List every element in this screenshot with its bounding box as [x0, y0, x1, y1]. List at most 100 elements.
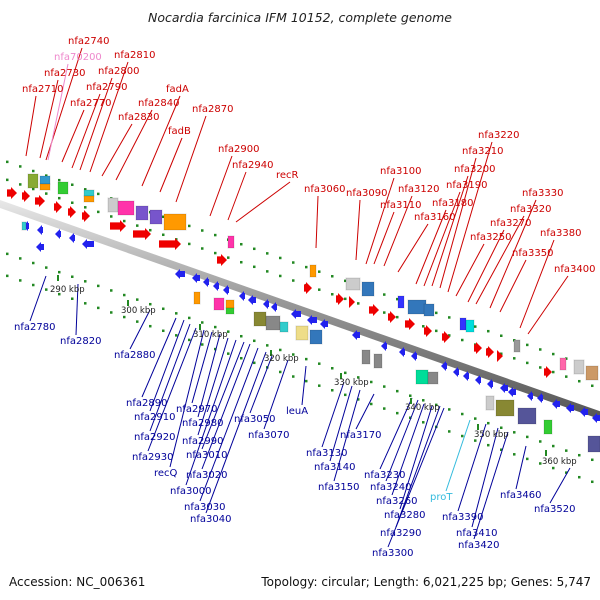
forward-gene-arrow [7, 187, 17, 199]
guide-dot [474, 439, 477, 442]
forward-gene-arrow [159, 238, 181, 250]
reverse-gene-leader [355, 393, 375, 430]
guide-dot [500, 448, 503, 451]
forward-gene-arrow [486, 346, 494, 358]
forward-gene-leader [373, 211, 395, 265]
forward-gene-leader [519, 239, 555, 329]
guide-dot [565, 471, 568, 474]
reverse-gene-arrow [508, 387, 516, 397]
forward-gene-arrow [349, 296, 355, 308]
forward-gene-label: fadA [166, 84, 189, 95]
guide-dot [84, 206, 87, 209]
guide-dot [201, 321, 204, 324]
guide-dot [136, 298, 139, 301]
accession-text: Accession: NC_006361 [9, 575, 146, 589]
guide-dot [409, 416, 412, 419]
reverse-gene-arrow [320, 319, 328, 329]
forward-gene-block [227, 235, 235, 249]
guide-dot [201, 247, 204, 250]
guide-dot [123, 315, 126, 319]
reverse-gene-label: nfa3050 [234, 414, 275, 425]
forward-gene-leader [315, 195, 319, 249]
guide-dot [240, 356, 243, 360]
guide-dot [97, 306, 100, 310]
guide-dot [383, 385, 386, 388]
kbp-label: 350 kbp [474, 430, 509, 440]
guide-dot [435, 329, 438, 333]
forward-gene-label: nfa3320 [510, 204, 551, 215]
guide-dot [331, 389, 334, 392]
reverse-gene-leader [471, 427, 499, 528]
guide-dot [370, 380, 373, 384]
reverse-gene-leader [169, 329, 205, 468]
forward-gene-block [513, 339, 521, 353]
guide-dot [240, 334, 243, 338]
forward-gene-label: nfa2840 [138, 98, 179, 109]
reverse-gene-arrow [352, 330, 360, 340]
forward-gene-leader [159, 137, 183, 193]
guide-dot [188, 316, 191, 320]
reverse-gene-leader [185, 339, 237, 486]
reverse-gene-leader [321, 381, 345, 448]
map-title: Nocardia farcinica IFM 10152, complete g… [148, 10, 452, 25]
kbp-label: 310 kbp [193, 330, 228, 340]
guide-dot [58, 292, 61, 296]
guide-dot [240, 242, 243, 246]
guide-dot [357, 398, 360, 401]
forward-gene-label: nfa2810 [114, 50, 155, 61]
kbp-label: 320 kbp [264, 354, 299, 364]
guide-dot [578, 453, 581, 457]
reverse-gene-leader [199, 347, 259, 502]
guide-dot [6, 160, 9, 164]
reverse-gene-block [193, 291, 201, 305]
forward-gene-label: nfa2770 [70, 98, 111, 109]
reverse-gene-label: nfa3070 [248, 430, 289, 441]
reverse-gene-label: nfa3170 [340, 430, 381, 441]
reverse-gene-leader [385, 399, 419, 482]
reverse-gene-arrow [37, 225, 43, 235]
guide-dot [422, 421, 425, 424]
forward-gene-arrow [369, 304, 379, 316]
guide-dot [45, 174, 48, 177]
reverse-gene-label: proT [430, 492, 453, 503]
reverse-gene-label: nfa3260 [376, 496, 417, 507]
guide-dot [344, 393, 347, 397]
reverse-gene-label: nfa2930 [132, 452, 173, 463]
forward-gene-leader [71, 93, 101, 169]
forward-gene-label: fadB [168, 126, 191, 137]
reverse-gene-label: nfa3020 [186, 470, 227, 481]
forward-gene-label: nfa3250 [470, 232, 511, 243]
reverse-gene-arrow [537, 393, 543, 403]
guide-dot [461, 412, 464, 416]
guide-dot [396, 389, 399, 393]
reverse-gene-leader [379, 397, 413, 470]
reverse-gene-leader [201, 341, 245, 450]
forward-gene-block [423, 303, 435, 317]
forward-gene-block [407, 299, 427, 315]
forward-gene-label: nfa2800 [98, 66, 139, 77]
guide-dot [45, 288, 48, 291]
forward-gene-leader [209, 155, 233, 217]
guide-dot [71, 201, 74, 204]
forward-gene-block [57, 181, 69, 195]
reverse-gene-label: nfa3230 [364, 470, 405, 481]
guide-dot [162, 215, 165, 219]
guide-dot [266, 252, 269, 255]
guide-dot [214, 251, 217, 255]
reverse-gene-label: nfa3300 [372, 548, 413, 559]
backbone [0, 200, 600, 420]
guide-dot [500, 334, 503, 337]
reverse-gene-label: nfa2780 [14, 322, 55, 333]
forward-gene-arrow [35, 195, 45, 207]
forward-gene-label: nfa3120 [398, 184, 439, 195]
reverse-gene-leader [473, 431, 509, 540]
reverse-gene-leader [29, 275, 47, 322]
forward-gene-arrow [405, 318, 415, 330]
guide-dot [71, 297, 74, 300]
guide-dot [58, 178, 61, 182]
kbp-label: 300 kbp [121, 306, 156, 316]
guide-dot [84, 188, 87, 191]
forward-gene-arrow [54, 201, 62, 213]
reverse-gene-block [225, 307, 235, 315]
guide-dot [565, 375, 568, 378]
